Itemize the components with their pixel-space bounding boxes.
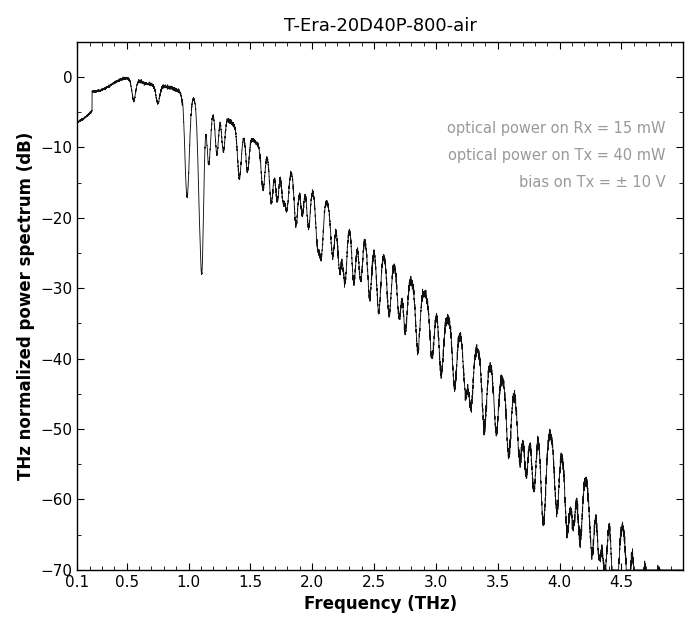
Text: optical power on Rx = 15 mW
optical power on Tx = 40 mW
bias on Tx = ± 10 V: optical power on Rx = 15 mW optical powe…: [447, 121, 665, 190]
Y-axis label: THz normalized power spectrum (dB): THz normalized power spectrum (dB): [17, 132, 35, 480]
X-axis label: Frequency (THz): Frequency (THz): [304, 595, 457, 614]
Title: T-Era-20D40P-800-air: T-Era-20D40P-800-air: [284, 16, 477, 35]
